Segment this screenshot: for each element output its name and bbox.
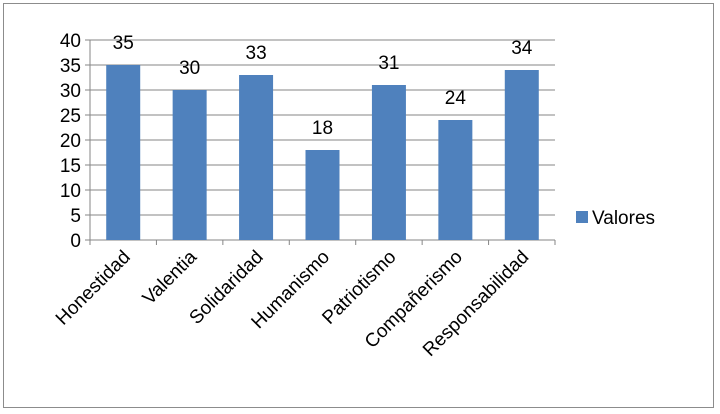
category-label: Valentia (139, 246, 202, 309)
bar (438, 120, 473, 240)
legend-label: Valores (592, 208, 655, 229)
data-label: 18 (312, 118, 333, 139)
data-label: 33 (246, 43, 267, 64)
y-tick-label: 15 (60, 156, 81, 177)
bar (106, 65, 141, 240)
bar (172, 90, 207, 240)
y-tick-label: 35 (60, 56, 81, 77)
data-label: 31 (378, 53, 399, 74)
bar (305, 150, 340, 240)
y-tick-label: 40 (60, 31, 81, 52)
legend-swatch (576, 211, 588, 223)
data-label: 34 (511, 38, 533, 59)
category-label: Honestidad (52, 247, 135, 330)
bar (504, 70, 539, 240)
gridlines (90, 39, 555, 216)
y-tick-label: 20 (60, 131, 81, 152)
y-tick-label: 30 (60, 81, 81, 102)
bar (371, 85, 406, 240)
y-tick-label: 5 (70, 206, 81, 227)
data-label: 24 (445, 88, 467, 109)
legend: Valores (576, 208, 655, 229)
bars (106, 65, 539, 240)
y-tick-labels: 0 5 10 15 20 25 30 35 40 (60, 31, 81, 252)
category-labels: Honestidad ValentiaSolidaridadHumanismoPa… (52, 246, 533, 360)
y-tick-label: 25 (60, 106, 81, 127)
y-tick-label: 0 (70, 231, 81, 252)
data-label: 30 (179, 58, 200, 79)
data-labels: 35 30 33 18 31 24 34 (113, 33, 533, 139)
y-tick-label: 10 (60, 181, 81, 202)
data-label: 35 (113, 33, 134, 54)
bar (239, 75, 274, 240)
